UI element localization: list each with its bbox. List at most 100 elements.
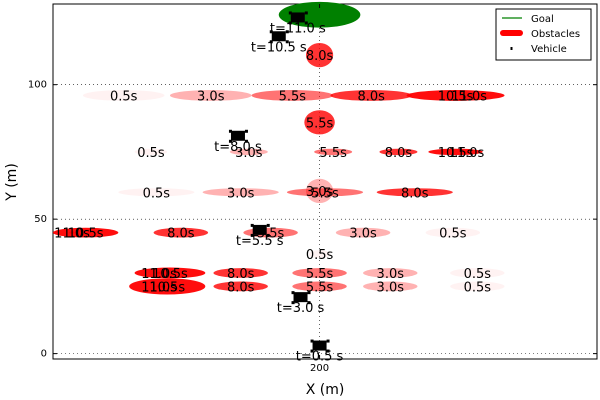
obstacle-ellipse [69, 231, 75, 234]
obstacle-ellipse [376, 188, 453, 197]
obstacle-time-label: 10.5s [438, 89, 474, 104]
vehicle-wheel [310, 349, 314, 353]
obstacle-ellipse [53, 227, 119, 238]
obstacle-time-label: 10.5s [152, 267, 188, 282]
vehicle-wheel [228, 129, 232, 133]
obstacle-ellipse [213, 281, 268, 292]
obstacle-ellipse [129, 278, 206, 295]
obstacle-ellipse [229, 148, 268, 156]
obstacle-ellipse [314, 148, 353, 156]
vehicle-marker [291, 291, 311, 305]
obstacle-time-label: 3.0s [306, 185, 334, 200]
vehicle-wheel [326, 349, 330, 353]
vehicle-body [252, 224, 267, 235]
obstacle-ellipse [156, 285, 162, 288]
vehicle-body [290, 12, 305, 23]
obstacle-time-label: 11.0s [54, 227, 90, 242]
y-tick-label: 50 [34, 214, 47, 225]
obstacle-ellipse [286, 188, 364, 197]
y-tick-label: 100 [28, 80, 47, 91]
obstacle-time-label: 8.0s [401, 186, 429, 201]
obstacle-ellipse [304, 110, 335, 135]
vehicle-layer [228, 11, 330, 353]
obstacle-layer [53, 42, 505, 295]
vehicle-wheel [250, 223, 254, 227]
x-axis-label: X (m) [306, 382, 345, 398]
obstacle-time-label: 8.0s [227, 280, 255, 295]
obstacle-time-label: 8.0s [358, 89, 386, 104]
vehicle-body [312, 340, 327, 351]
vehicle-wheel [291, 301, 295, 305]
legend: Goal Obstacles Vehicle [495, 8, 592, 61]
obstacle-time-label: 0.5s [137, 146, 165, 161]
vehicle-wheel [291, 291, 295, 295]
vehicle-marker [250, 223, 270, 237]
obstacle-time-label: 11.0s [141, 280, 177, 295]
obstacle-time-label: 3.0s [227, 186, 255, 201]
obstacle-ellipse [156, 271, 162, 275]
obstacle-time-label: 0.5s [306, 248, 334, 263]
obstacle-time-label: 0.5s [143, 186, 171, 201]
vehicle-time-label: t=10.5 s [251, 40, 307, 55]
obstacle-ellipse [406, 90, 505, 101]
obstacle-time-label: 8.0s [306, 49, 334, 64]
obstacle-ellipse [463, 150, 470, 154]
obstacle-ellipse [134, 267, 206, 279]
vehicle-wheel [244, 129, 248, 133]
obstacle-ellipse [363, 281, 418, 292]
vehicle-wheel [244, 139, 248, 143]
legend-vehicle-label: Vehicle [531, 44, 567, 55]
obstacle-ellipse [330, 90, 413, 101]
vehicle-marker [269, 30, 289, 44]
y-axis-label: Y (m) [4, 163, 20, 202]
vehicle-wheel [288, 21, 292, 25]
vehicle-wheel [228, 139, 232, 143]
obstacle-ellipse [202, 188, 279, 197]
obstacle-ellipse [305, 42, 334, 68]
obstacle-time-label: 3.0s [377, 280, 405, 295]
obstacle-ellipse [450, 281, 505, 292]
obstacle-time-label: 8.0s [167, 227, 195, 242]
obstacle-time-label: 11.0s [451, 89, 487, 104]
obstacle-time-label: 0.5s [464, 267, 492, 282]
obstacle-time-label: 11.0s [449, 146, 485, 161]
obstacle-ellipse [292, 268, 347, 278]
vehicle-wheel [285, 40, 289, 44]
vehicle-time-label: t=11.0 s [270, 21, 326, 36]
obstacle-time-label: 5.5s [279, 89, 307, 104]
obstacle-ellipse [305, 178, 334, 204]
obstacle-time-label: 3.0s [349, 227, 377, 242]
obstacle-time-label: 5.5s [311, 186, 339, 201]
vehicle-body [293, 292, 308, 303]
obstacle-time-label: 5.5s [306, 280, 334, 295]
obstacle-ellipse [251, 90, 334, 101]
vehicle-wheel [266, 223, 270, 227]
obstacle-time-label: 0.5s [439, 227, 467, 242]
vehicle-wheel [266, 233, 270, 237]
vehicle-marker [310, 339, 330, 353]
y-tick-label: 0 [41, 349, 47, 360]
obstacle-ellipse [466, 94, 472, 97]
obstacle-time-label: 5.5s [257, 227, 285, 242]
vehicle-wheel [307, 301, 311, 305]
vehicle-time-label: t=5.5 s [236, 234, 284, 249]
obstacle-time-label: 0.5s [110, 89, 138, 104]
vehicle-wheel [269, 30, 273, 34]
obstacle-time-label: 3.0s [235, 146, 263, 161]
obstacle-time-label: 5.5s [319, 146, 347, 161]
vehicle-body [230, 130, 245, 141]
vehicle-wheel [307, 291, 311, 295]
legend-vehicle-swatch [510, 47, 513, 50]
obstacle-time-label: 10.5s [149, 280, 185, 295]
obstacle-ellipse [363, 268, 418, 278]
vehicle-wheel [304, 21, 308, 25]
vehicle-marker [288, 11, 308, 25]
obstacle-time-label: 0.5s [464, 280, 492, 295]
vehicle-time-label: t=8.0 s [214, 140, 262, 155]
vehicle-wheel [304, 11, 308, 15]
grid-layer [53, 4, 597, 359]
obstacle-ellipse [82, 90, 165, 101]
obstacle-ellipse [134, 148, 168, 156]
